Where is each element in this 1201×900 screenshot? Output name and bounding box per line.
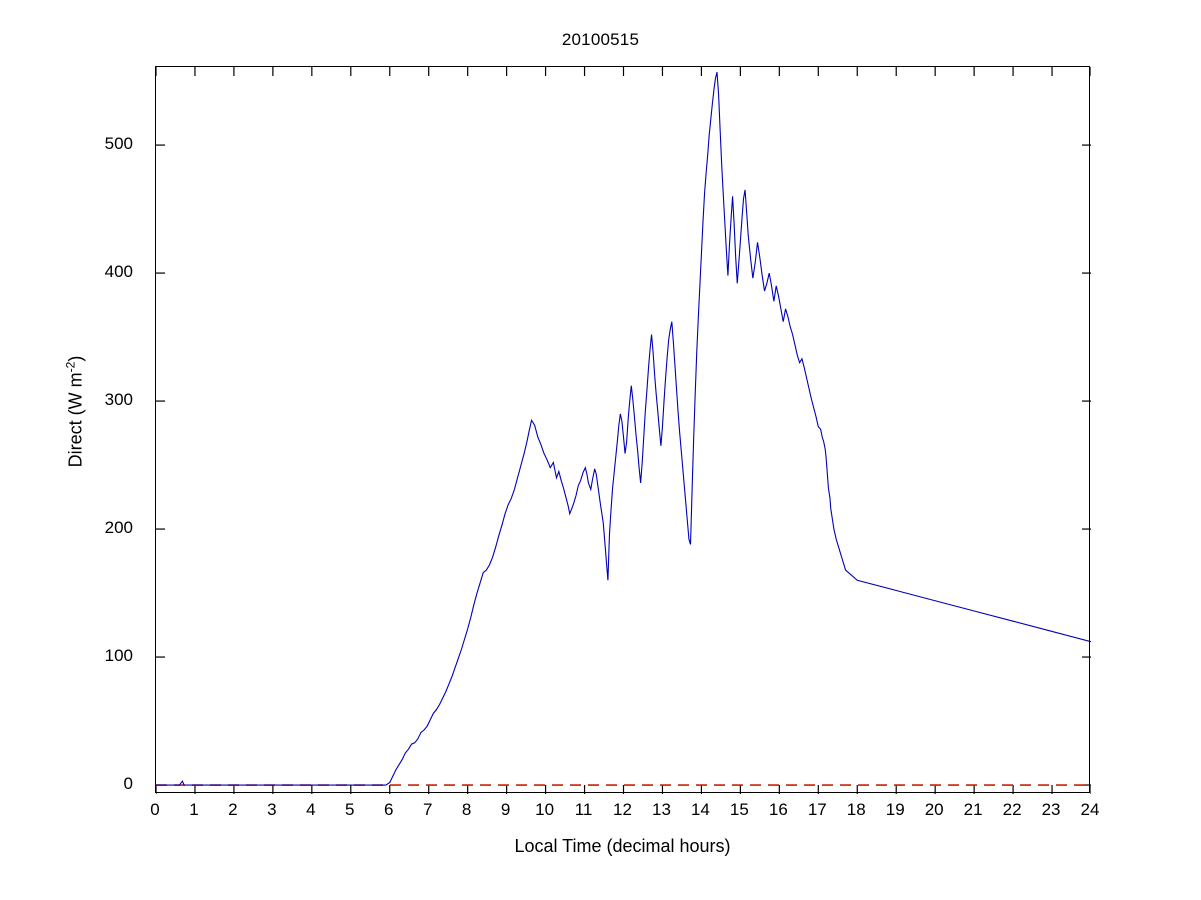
x-tick-label: 15 (729, 800, 749, 819)
y-axis-label-suffix: ) (65, 355, 86, 362)
x-axis-label: Local Time (decimal hours) (514, 836, 731, 856)
y-tick-label: 400 (104, 262, 133, 282)
x-tick-label: 14 (690, 800, 710, 819)
direct-irradiance-series (156, 71, 1091, 786)
x-tick-label: 21 (963, 800, 983, 819)
x-tick-label: 2 (228, 800, 238, 819)
x-tick-label: 20 (924, 800, 944, 819)
y-tick-label: 0 (123, 774, 133, 794)
y-axis-label: Direct (W m-2) (64, 292, 87, 532)
x-tick-label: 17 (807, 800, 827, 819)
x-tick-label: 23 (1041, 800, 1061, 819)
plot-title: 20100515 (561, 30, 640, 49)
plot-drawing-area (156, 67, 1091, 794)
y-axis-label-exponent: -2 (63, 361, 78, 373)
y-tick-label: 300 (104, 390, 133, 410)
x-tick-label: 12 (613, 800, 632, 819)
x-tick-label: 19 (885, 800, 905, 819)
x-tick-label: 1 (189, 800, 199, 819)
x-tick-label: 7 (422, 800, 433, 819)
x-tick-label: 16 (768, 800, 788, 819)
x-tick-label: 9 (500, 800, 511, 819)
x-tick-label: 18 (846, 800, 866, 819)
x-tick-label: 24 (1080, 800, 1100, 819)
x-tick-label: 10 (535, 800, 555, 819)
x-tick-label: 3 (267, 800, 277, 819)
x-tick-label: 8 (461, 800, 472, 819)
x-tick-label: 6 (384, 800, 394, 819)
y-tick-label: 500 (104, 134, 133, 154)
y-tick-label: 200 (104, 518, 133, 538)
x-tick-label: 4 (306, 800, 316, 819)
axis-tick-marks (156, 67, 1091, 794)
x-tick-label: 5 (345, 800, 355, 819)
y-tick-label: 100 (104, 646, 133, 666)
x-tick-label: 13 (651, 800, 671, 819)
x-tick-label: 11 (574, 800, 593, 819)
y-axis-label-prefix: Direct (W m (65, 372, 86, 468)
plot-axes (155, 66, 1091, 794)
x-tick-label: 0 (150, 800, 160, 819)
x-tick-label: 22 (1002, 800, 1022, 819)
y-axis-tick-labels: 0 100 200 300 400 500 (0, 66, 145, 793)
x-axis-tick-labels: 0 1 2 3 4 5 6 7 8 9 10 11 12 13 14 15 16 17 18 19 20 21 22 23 24 (150, 800, 1099, 826)
